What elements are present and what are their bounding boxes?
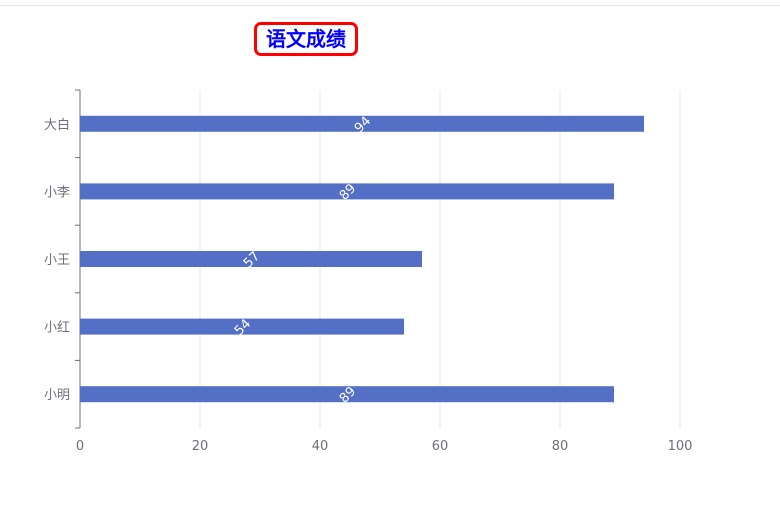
y-category-label: 小明 — [44, 388, 70, 403]
x-tick-label: 20 — [192, 439, 209, 454]
bar — [80, 386, 614, 403]
x-tick-label: 100 — [668, 439, 693, 454]
y-category-label: 大白 — [44, 117, 70, 133]
bar — [80, 318, 404, 335]
y-category-label: 小红 — [44, 320, 70, 336]
bar — [80, 183, 614, 200]
x-tick-label: 80 — [552, 439, 569, 454]
x-tick-label: 40 — [312, 439, 329, 454]
chart-title: 语文成绩 — [254, 22, 358, 56]
bar — [80, 251, 422, 267]
y-category-label: 小王 — [44, 253, 70, 268]
x-tick-label: 60 — [432, 439, 449, 454]
y-category-label: 小李 — [44, 185, 70, 200]
x-tick-label: 0 — [76, 439, 84, 454]
top-divider — [0, 5, 780, 6]
bar — [80, 115, 644, 132]
